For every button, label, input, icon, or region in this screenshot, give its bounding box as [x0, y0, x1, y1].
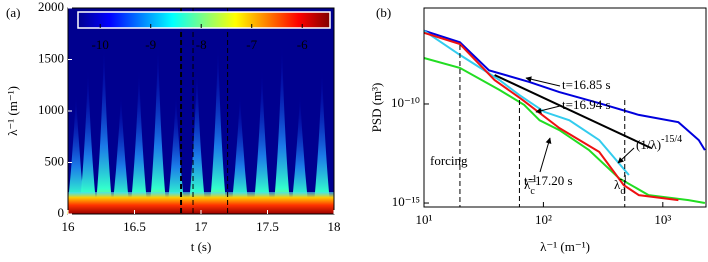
- y-tick-label: 1000: [38, 102, 64, 117]
- marker-label-base: λ: [614, 177, 621, 192]
- y-tick-label: 10⁻¹⁵: [392, 194, 420, 209]
- annotation-arrow: [539, 137, 552, 173]
- psd-line: [423, 57, 706, 204]
- psd-line: [423, 29, 706, 151]
- marker-label-sub: c: [530, 186, 535, 197]
- spectrogram-plume: [130, 69, 148, 214]
- panel-a: -10 -9 -8 -7 -6 16 16.5 17 17.5 18 0 500 1000 1500 200…: [5, 0, 341, 254]
- x-tick-label: 10²: [535, 212, 552, 227]
- x-tick-label: 16: [62, 219, 76, 234]
- x-tick-label: 10³: [654, 212, 671, 227]
- annotation-arrow: [535, 105, 561, 114]
- x-tick-label: 17.5: [256, 219, 279, 234]
- spectrogram-plume: [291, 94, 309, 214]
- annotation-sup: -15/4: [661, 134, 682, 145]
- x-axis-label: t (s): [191, 239, 212, 254]
- y-tick-label: 0: [58, 205, 65, 220]
- colorbar-tick-label: -10: [92, 37, 109, 52]
- annotation: t=16.85 s: [562, 77, 611, 92]
- marker-label-base: forcing: [430, 153, 468, 168]
- x-axis-label: λ⁻¹ (m⁻¹): [540, 239, 590, 254]
- spectrogram-plume: [95, 44, 113, 214]
- panel-label: (a): [6, 5, 20, 20]
- colorbar-tick-label: -7: [246, 37, 257, 52]
- spectrogram-plume: [273, 44, 291, 214]
- psd-line: [423, 31, 679, 202]
- colorbar-tick-label: -6: [297, 37, 308, 52]
- spectrogram-plume: [67, 94, 85, 214]
- spectrogram-plume: [209, 44, 227, 214]
- y-tick-label: 1500: [38, 50, 64, 65]
- colorbar-tick-label: -9: [145, 37, 156, 52]
- marker-label-sup: -1: [529, 174, 537, 185]
- annotation: t=16.94 s: [562, 97, 611, 112]
- marker-label: forcing: [430, 153, 468, 168]
- y-tick-label: 10⁻¹⁰: [391, 95, 420, 110]
- annotation-arrow: [525, 76, 561, 87]
- y-axis-label: λ⁻¹ (m⁻¹): [5, 86, 20, 136]
- psd-line: [423, 29, 630, 176]
- annotation: (1/λ)-15/4: [636, 134, 682, 152]
- spectrogram-plume: [231, 94, 249, 214]
- spectrogram-plume: [112, 94, 130, 214]
- marker-label: λd-1: [614, 174, 628, 197]
- x-tick-label: 18: [328, 219, 341, 234]
- spectrogram-plume: [149, 44, 167, 214]
- x-tick-label: 10¹: [416, 212, 433, 227]
- y-tick-label: 2000: [38, 0, 64, 14]
- spectrogram-plume: [313, 69, 331, 214]
- annotation-base: t=16.85 s: [562, 77, 611, 92]
- x-tick-label: 16.5: [123, 219, 146, 234]
- x-tick-label: 17: [195, 219, 209, 234]
- spectrogram-plume: [79, 69, 97, 214]
- marker-label-base: λ: [524, 177, 531, 192]
- marker-label-sub: d: [620, 186, 625, 197]
- panel-label: (b): [376, 5, 391, 20]
- annotation-arrow: [617, 147, 635, 164]
- y-tick-label: 500: [45, 153, 65, 168]
- colorbar-tick-label: -8: [196, 37, 207, 52]
- spectrogram-plume: [188, 69, 206, 214]
- annotation-base: t=16.94 s: [562, 97, 611, 112]
- annotation-base: t=17.20 s: [524, 173, 573, 188]
- spectrogram-floor: [68, 192, 334, 214]
- colorbar: [77, 11, 331, 29]
- annotation-base: (1/λ): [636, 137, 661, 152]
- y-axis-label: PSD (m³): [369, 83, 384, 133]
- annotation: t=17.20 s: [524, 173, 573, 188]
- marker-label: λc-1: [524, 174, 537, 197]
- marker-label-sup: -1: [619, 174, 627, 185]
- spectrogram-plume: [253, 69, 271, 214]
- plot-frame: [423, 7, 707, 208]
